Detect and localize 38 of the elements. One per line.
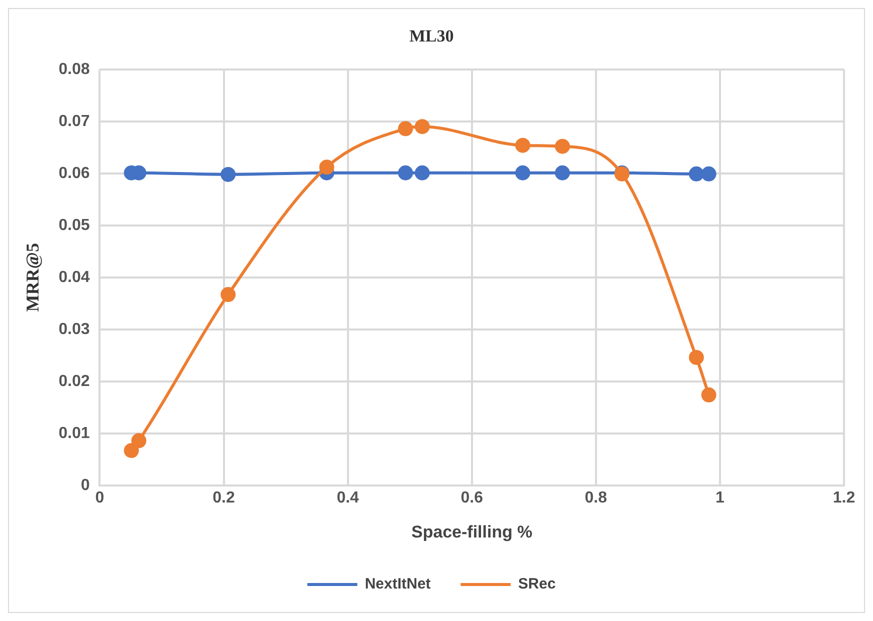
point [414, 165, 430, 180]
x-tick-label: 0.2 [212, 489, 236, 506]
x-tick-label: 0.4 [336, 489, 360, 506]
y-tick-label: 0.02 [58, 372, 90, 390]
chart-title: ML30 [409, 26, 454, 46]
point [554, 165, 570, 180]
point [131, 433, 146, 448]
x-tick-label: 0.8 [584, 489, 608, 506]
y-tick-label: 0.01 [58, 424, 90, 442]
x-tick-label: 1.2 [832, 489, 856, 506]
point [124, 443, 139, 458]
point [688, 350, 704, 365]
point [398, 165, 414, 180]
point [319, 160, 334, 175]
point [701, 166, 716, 182]
legend-label: SRec [518, 576, 556, 593]
x-tick-label: 0 [95, 489, 104, 506]
y-tick-label: 0.08 [58, 60, 90, 78]
y-tick-label: 0 [80, 476, 90, 494]
x-tick-label: 0.6 [460, 489, 484, 506]
y-tick-label: 0.06 [58, 164, 90, 182]
point [701, 387, 716, 402]
point [220, 287, 236, 302]
y-tick-label: 0.04 [58, 268, 90, 286]
point [688, 166, 704, 182]
point [515, 138, 530, 153]
y-axis-title: MRR@5 [22, 243, 42, 312]
point [414, 119, 430, 134]
point [220, 166, 236, 182]
y-tick-label: 0.07 [58, 112, 90, 130]
point [398, 121, 414, 136]
x-axis-title: Space-filling % [411, 522, 532, 542]
legend-label: NextItNet [364, 576, 431, 593]
y-tick-label: 0.03 [58, 320, 90, 338]
point [554, 138, 570, 154]
y-tick-label: 0.05 [58, 216, 90, 234]
point [515, 165, 530, 180]
x-tick-label: 1 [716, 489, 725, 506]
